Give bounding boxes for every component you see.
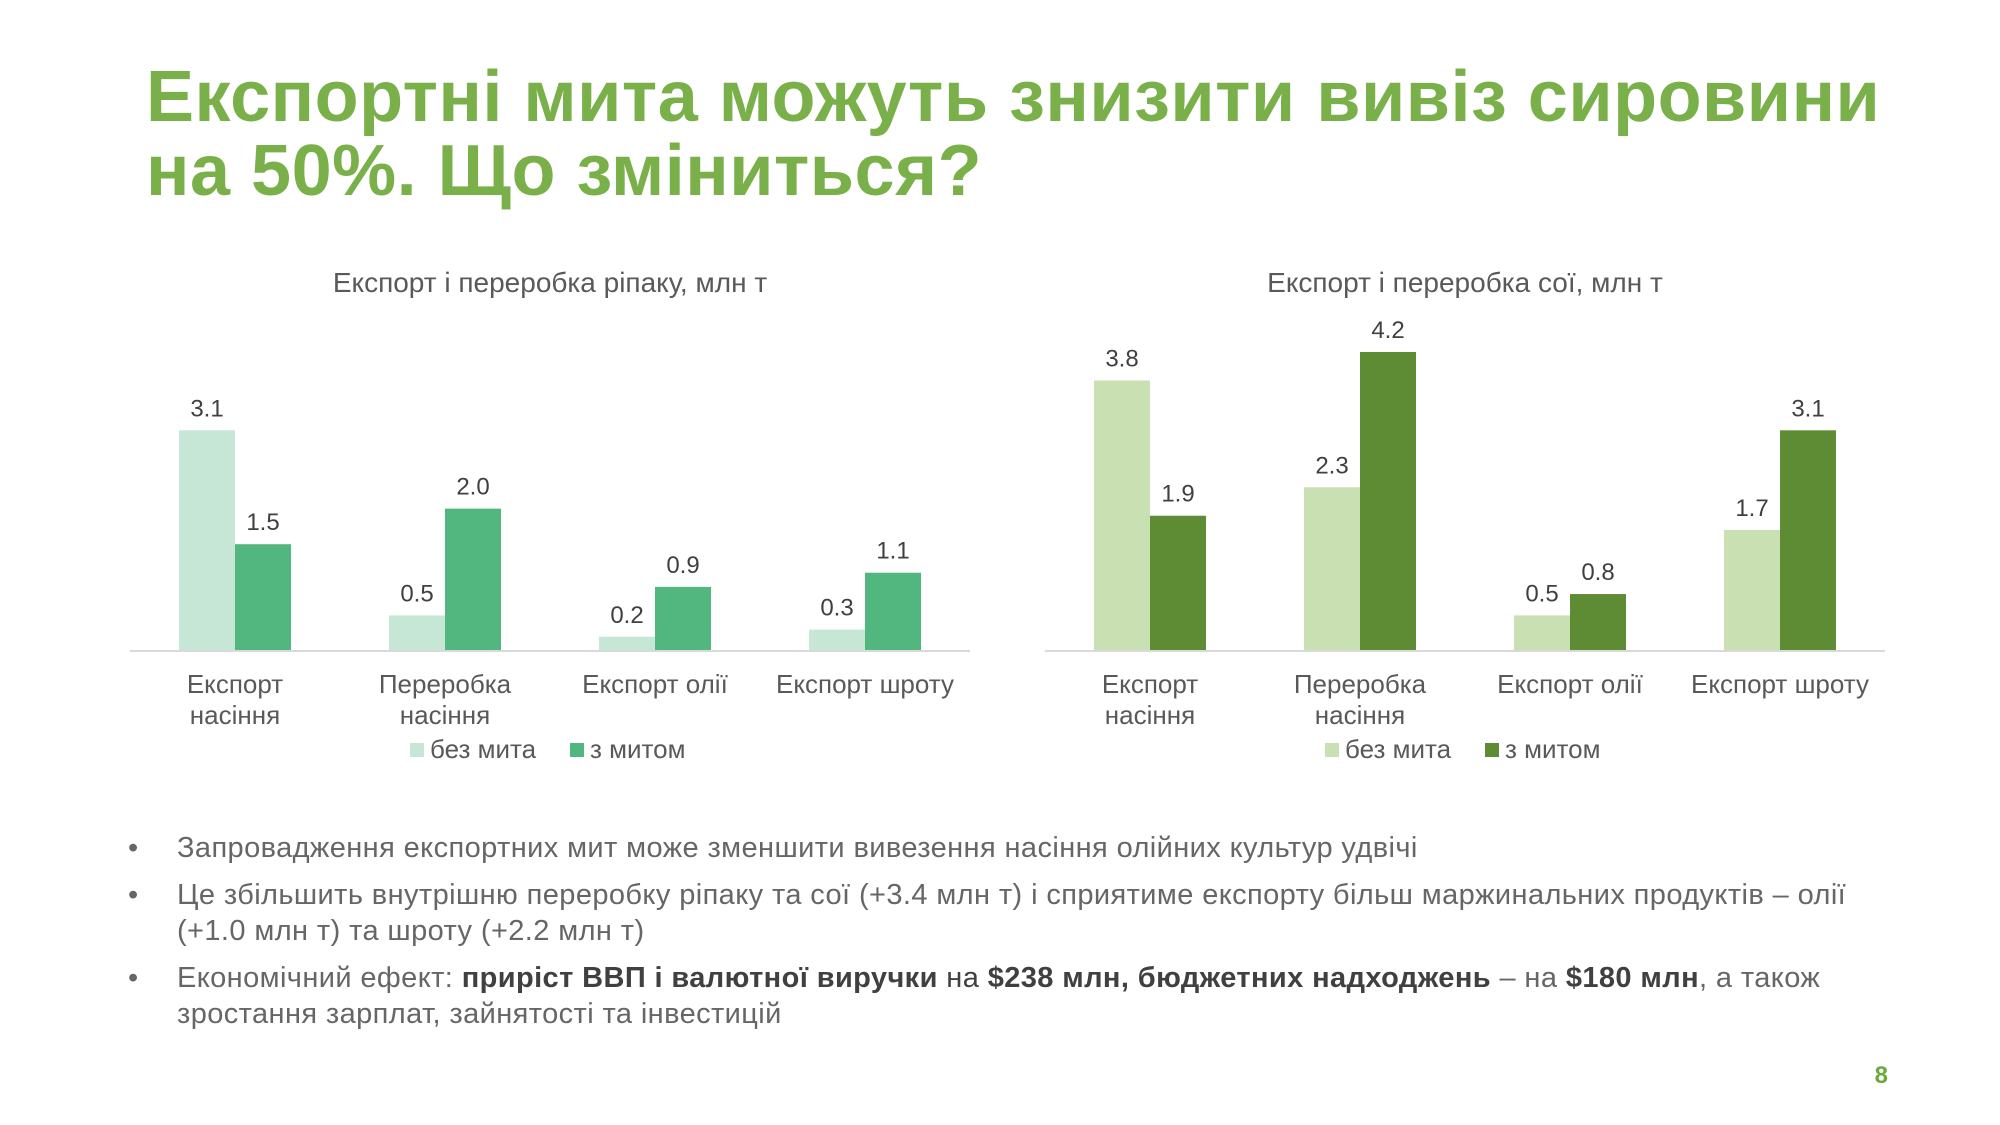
data-label: 0.3 <box>820 595 853 622</box>
data-label: 2.3 <box>1315 452 1348 479</box>
data-label: 3.1 <box>190 395 223 422</box>
rapeseed-chart: Експорт і переробка ріпаку, млн т 3.1 1.5 Е… <box>120 250 980 790</box>
data-label: 2.0 <box>456 474 489 501</box>
summary-bullets: Запровадження експортних мит може зменши… <box>128 830 1908 1043</box>
bar-no-duty <box>1724 529 1780 651</box>
chart-title: Експорт і переробка ріпаку, млн т <box>333 267 767 298</box>
bar-no-duty <box>1514 615 1570 651</box>
bullet-bold-budget: $238 млн, бюджетних надходжень <box>987 962 1491 994</box>
legend-swatch <box>1325 743 1339 757</box>
page-number: 8 <box>1874 1062 1888 1089</box>
bar-with-duty <box>1570 594 1626 651</box>
bar-no-duty <box>1304 487 1360 651</box>
data-label: 1.5 <box>246 509 279 536</box>
data-label: 1.9 <box>1161 481 1194 508</box>
slide-title-line-2: на 50%. Що зміниться? <box>146 131 983 211</box>
legend-swatch <box>570 743 584 757</box>
slide-title-line-1: Експортні мита можуть знизити вивіз сиро… <box>146 57 1881 137</box>
bullet-item: Економічний ефект: приріст ВВП і валютно… <box>128 960 1908 1032</box>
category-label: насіння <box>1105 700 1195 730</box>
bar-no-duty <box>389 615 445 651</box>
category-label: Експорт олії <box>582 669 728 699</box>
bullet-bold-amount: $180 млн <box>1565 962 1699 994</box>
category-label: Експорт <box>187 669 283 699</box>
data-label: 3.1 <box>1791 395 1824 422</box>
chart-svg: Експорт і переробка сої, млн т 3.8 1.9 Експ… <box>1045 267 1885 764</box>
data-label: 4.2 <box>1371 317 1404 344</box>
slide-title: Експортні мита можуть знизити вивіз сиро… <box>146 60 1946 208</box>
legend-label: без мита <box>1345 734 1452 764</box>
bullet-item: Це збільшить внутрішню переробку ріпаку … <box>128 877 1908 949</box>
bar-with-duty <box>1150 515 1206 651</box>
bullet-text-part: Економічний ефект: <box>177 962 462 994</box>
bullet-text-part: на <box>937 962 988 994</box>
category-label: Експорт <box>1102 669 1198 699</box>
category-label: Переробка <box>379 669 512 699</box>
category-label: Експорт шроту <box>1691 669 1869 699</box>
bar-with-duty <box>1780 430 1836 651</box>
bullet-text: Запровадження експортних мит може зменши… <box>177 832 1418 864</box>
data-label: 1.7 <box>1735 495 1768 522</box>
category-label: Експорт олії <box>1497 669 1643 699</box>
legend-swatch <box>1485 743 1499 757</box>
bar-no-duty <box>599 636 655 651</box>
data-label: 3.8 <box>1105 345 1138 372</box>
legend-swatch <box>410 743 424 757</box>
category-label: Переробка <box>1294 669 1427 699</box>
bar-no-duty <box>809 629 865 651</box>
data-label: 0.8 <box>1581 559 1614 586</box>
bar-with-duty <box>235 544 291 651</box>
legend-label: без мита <box>430 734 537 764</box>
bullet-text-part: , а також зростання зарплат, зайнятості … <box>177 962 1821 1030</box>
chart-title: Експорт і переробка сої, млн т <box>1267 267 1663 298</box>
data-label: 0.9 <box>666 552 699 579</box>
bullet-text-part: – на <box>1490 962 1566 994</box>
data-label: 0.2 <box>610 602 643 629</box>
category-label: насіння <box>1315 700 1405 730</box>
bullet-text: Це збільшить внутрішню переробку ріпаку … <box>177 879 1847 947</box>
data-label: 0.5 <box>400 580 433 607</box>
data-label: 1.1 <box>876 538 909 565</box>
category-label: насіння <box>190 700 280 730</box>
bullet-item: Запровадження експортних мит може зменши… <box>128 830 1908 866</box>
bar-with-duty <box>655 586 711 651</box>
bar-with-duty <box>1360 352 1416 651</box>
chart-svg: Експорт і переробка ріпаку, млн т 3.1 1.5 Е… <box>130 267 970 764</box>
category-label: Експорт шроту <box>776 669 954 699</box>
legend-label: з митом <box>590 734 686 764</box>
soy-chart: Експорт і переробка сої, млн т 3.8 1.9 Експ… <box>1035 250 1895 790</box>
data-label: 0.5 <box>1525 580 1558 607</box>
bar-no-duty <box>1094 380 1150 651</box>
bar-with-duty <box>445 508 501 651</box>
bar-no-duty <box>179 430 235 651</box>
legend-label: з митом <box>1505 734 1601 764</box>
bullet-bold-gdp: приріст ВВП і валютної виручки <box>461 962 938 994</box>
bar-with-duty <box>865 572 921 651</box>
category-label: насіння <box>400 700 490 730</box>
